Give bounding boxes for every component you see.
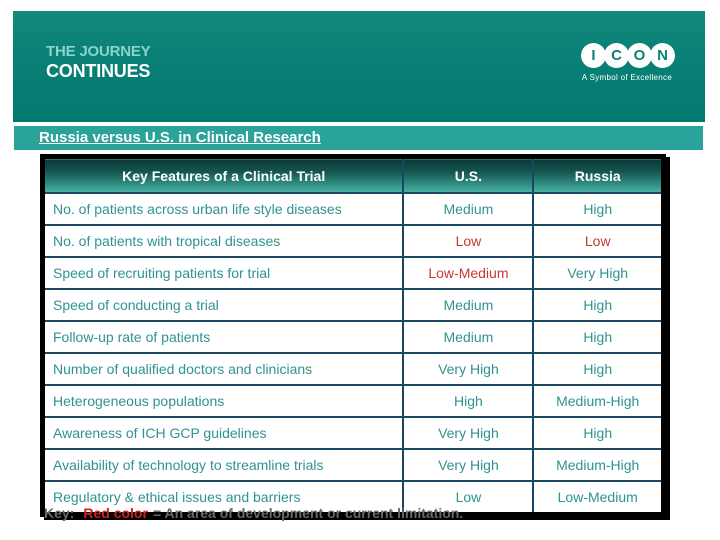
- comparison-table: Key Features of a Clinical Trial U.S. Ru…: [40, 154, 666, 517]
- russia-value-cell: Medium-High: [532, 384, 665, 418]
- table-row: Regulatory & ethical issues and barriers…: [41, 480, 665, 516]
- us-value-cell: Low: [402, 480, 535, 516]
- table-row: Speed of conducting a trial Medium High: [41, 288, 665, 322]
- table-row: Number of qualified doctors and clinicia…: [41, 352, 665, 386]
- key-description: = An area of development or current limi…: [152, 505, 464, 521]
- journey-logo: THE JOURNEY CONTINUES: [46, 43, 151, 81]
- table-row: Availability of technology to streamline…: [41, 448, 665, 482]
- icon-logo-letter-c: C: [604, 43, 629, 68]
- page-title: Russia versus U.S. in Clinical Research: [39, 129, 321, 146]
- feature-cell: Heterogeneous populations: [41, 384, 405, 418]
- us-value-cell: Low-Medium: [402, 256, 535, 290]
- icon-logo-letter-o: O: [627, 43, 652, 68]
- feature-cell: Follow-up rate of patients: [41, 320, 405, 354]
- russia-value-cell: Very High: [532, 256, 665, 290]
- feature-cell: No. of patients with tropical diseases: [41, 224, 405, 258]
- feature-cell: No. of patients across urban life style …: [41, 192, 405, 226]
- russia-value-cell: Low: [532, 224, 665, 258]
- russia-value-cell: High: [532, 192, 665, 226]
- journey-logo-line1: THE JOURNEY: [46, 43, 151, 60]
- feature-cell: Speed of conducting a trial: [41, 288, 405, 322]
- russia-value-cell: High: [532, 320, 665, 354]
- us-value-cell: Low: [402, 224, 535, 258]
- icon-logo: I C O N A Symbol of Excellence: [573, 43, 681, 82]
- russia-value-cell: High: [532, 352, 665, 386]
- feature-cell: Availability of technology to streamline…: [41, 448, 405, 482]
- us-value-cell: Very High: [402, 352, 535, 386]
- icon-logo-tagline: A Symbol of Excellence: [581, 73, 673, 82]
- russia-value-cell: Medium-High: [532, 448, 665, 482]
- russia-value-cell: High: [532, 416, 665, 450]
- table-row: Follow-up rate of patients Medium High: [41, 320, 665, 354]
- key-legend: Key: Red color = An area of development or…: [44, 505, 463, 521]
- table-row: Awareness of ICH GCP guidelines Very High…: [41, 416, 665, 450]
- table-row: Heterogeneous populations High Medium-High: [41, 384, 665, 418]
- icon-logo-letter-n: N: [650, 43, 675, 68]
- column-header-russia: Russia: [532, 155, 665, 194]
- column-header-features: Key Features of a Clinical Trial: [41, 155, 405, 194]
- us-value-cell: Medium: [402, 320, 535, 354]
- us-value-cell: Medium: [402, 288, 535, 322]
- feature-cell: Number of qualified doctors and clinicia…: [41, 352, 405, 386]
- us-value-cell: High: [402, 384, 535, 418]
- feature-cell: Awareness of ICH GCP guidelines: [41, 416, 405, 450]
- header-banner: THE JOURNEY CONTINUES I C O N A Symbol o…: [13, 11, 705, 122]
- table-body: No. of patients across urban life style …: [41, 192, 665, 516]
- table-header-row: Key Features of a Clinical Trial U.S. Ru…: [41, 155, 665, 194]
- title-bar: Russia versus U.S. in Clinical Research: [14, 126, 703, 150]
- table-row: No. of patients across urban life style …: [41, 192, 665, 226]
- column-header-us: U.S.: [402, 155, 535, 194]
- table-row: Speed of recruiting patients for trial Lo…: [41, 256, 665, 290]
- us-value-cell: Very High: [402, 448, 535, 482]
- us-value-cell: Very High: [402, 416, 535, 450]
- feature-cell: Regulatory & ethical issues and barriers: [41, 480, 405, 516]
- icon-logo-letter-i: I: [581, 43, 606, 68]
- table-row: No. of patients with tropical diseases Lo…: [41, 224, 665, 258]
- key-label: Key:: [44, 505, 75, 521]
- key-highlight: Red color: [83, 505, 148, 521]
- russia-value-cell: Low-Medium: [532, 480, 665, 516]
- us-value-cell: Medium: [402, 192, 535, 226]
- journey-logo-line2: CONTINUES: [46, 60, 151, 81]
- russia-value-cell: High: [532, 288, 665, 322]
- feature-cell: Speed of recruiting patients for trial: [41, 256, 405, 290]
- icon-logo-circles: I C O N: [573, 43, 681, 68]
